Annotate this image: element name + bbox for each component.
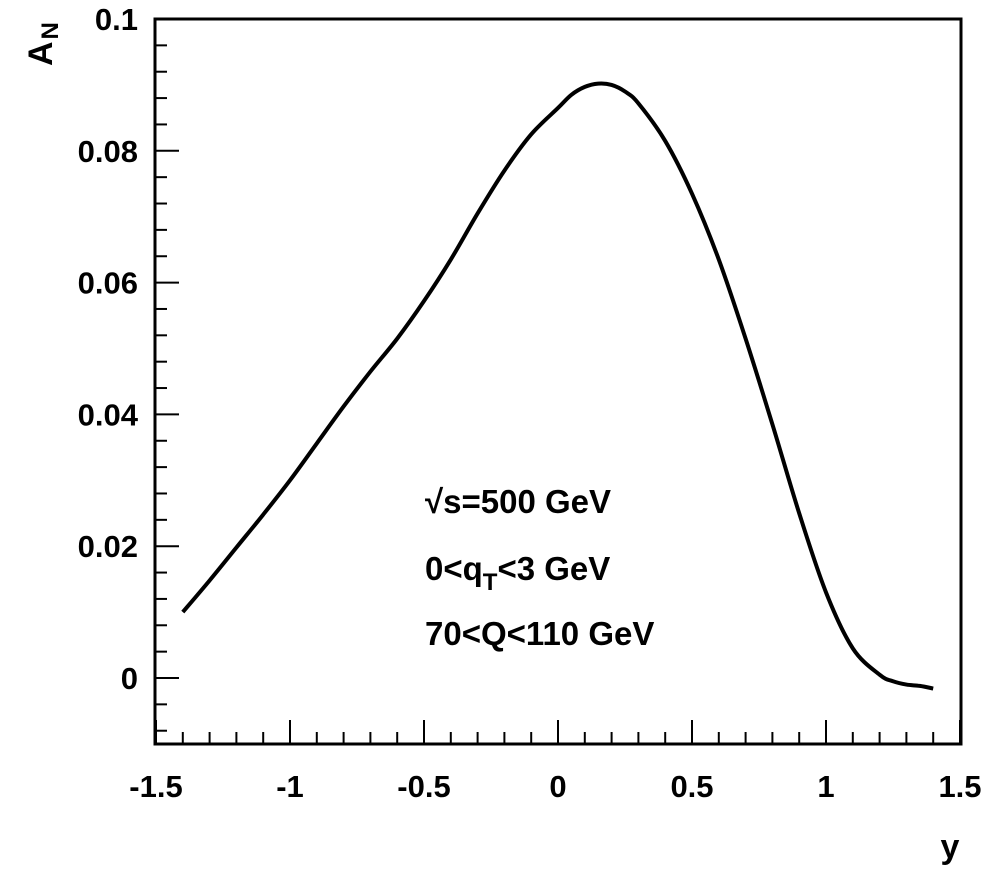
x-tick-label: -1.5: [129, 769, 182, 804]
y-tick-label: 0.02: [78, 529, 138, 564]
x-tick-labels: -1.5 -1 -0.5 0 0.5 1 1.5: [129, 769, 981, 804]
x-tick-label: 1: [817, 769, 834, 804]
annotation-q-range: 70<Q<110 GeV: [425, 615, 654, 652]
y-axis-title-main: A: [22, 41, 60, 66]
y-tick-label: 0.04: [78, 397, 139, 432]
annotation-qt-sub: T: [483, 569, 498, 596]
annotation-qt-main: 0<q: [425, 550, 483, 587]
y-tick-label: 0: [121, 661, 138, 696]
y-tick-labels: 0 0.02 0.04 0.06 0.08 0.1: [78, 2, 139, 696]
series-line-0: [181, 81, 934, 691]
annotation-energy: √s=500 GeV: [425, 483, 611, 520]
annotation-qt-tail: <3 GeV: [497, 550, 610, 587]
major-ticks: [155, 18, 961, 744]
y-tick-label: 0.08: [78, 134, 138, 169]
series-group: [181, 81, 934, 691]
y-axis-title-sub: N: [37, 22, 64, 39]
x-tick-label: 0.5: [670, 769, 713, 804]
y-axis-title: AN: [22, 22, 64, 66]
x-tick-label: -1: [276, 769, 304, 804]
x-tick-label: -0.5: [397, 769, 450, 804]
y-tick-label: 0.1: [95, 2, 138, 37]
minor-ticks: [155, 44, 935, 744]
annotation-qt-range: 0<qT<3 GeV: [425, 550, 610, 596]
x-axis-title: y: [941, 828, 960, 866]
x-tick-label: 0: [549, 769, 566, 804]
y-tick-label: 0.06: [78, 266, 138, 301]
x-tick-label: 1.5: [938, 769, 981, 804]
